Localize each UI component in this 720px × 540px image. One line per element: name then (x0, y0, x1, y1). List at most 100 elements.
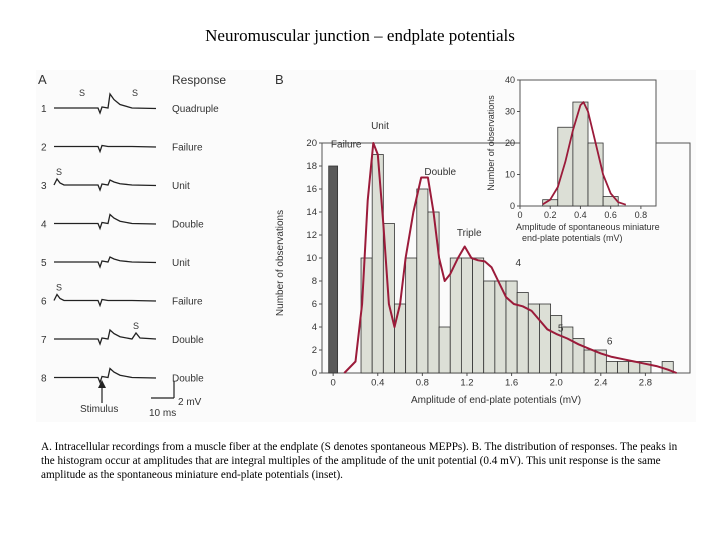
histogram-bar (572, 101, 589, 207)
stimulus-arrow-head-icon (98, 380, 106, 388)
y-tick-label: 12 (306, 230, 317, 241)
y-tick-label: 10 (505, 170, 515, 180)
trace-row: 6 Failure S (41, 283, 203, 308)
x-tick-label: 0.4 (574, 210, 587, 220)
trace-number: 5 (41, 258, 47, 269)
peak-label: Triple (457, 228, 482, 239)
trace-number: 4 (41, 220, 47, 231)
fit-curve (542, 101, 627, 206)
histogram-bar (472, 257, 485, 374)
response-header: Response (172, 73, 226, 87)
x-tick-label: 2.8 (639, 378, 652, 389)
x-tick-label: 0.8 (416, 378, 429, 389)
failure-label: Failure (331, 140, 362, 151)
stimulus-label: Stimulus (80, 404, 118, 415)
histogram-bar (460, 257, 473, 374)
trace-waveform (54, 92, 157, 115)
trace-number: 6 (41, 297, 47, 308)
histogram-bar (416, 188, 429, 374)
trace-waveform (54, 213, 157, 231)
scale-time-label: 10 ms (149, 408, 176, 419)
y-tick-label: 30 (505, 107, 515, 117)
trace-number: 1 (41, 104, 47, 115)
slide-title: Neuromuscular junction – endplate potent… (205, 26, 515, 45)
histogram-bar (449, 257, 462, 374)
y-tick-label: 14 (306, 207, 317, 218)
peak-label: Double (424, 167, 456, 178)
histogram-bar (587, 142, 604, 207)
trace-waveform (53, 177, 157, 192)
y-tick-label: 0 (510, 201, 515, 211)
panel-a-label: A (38, 72, 47, 87)
x-tick-label: 2.4 (594, 378, 607, 389)
histogram-bar (639, 361, 652, 374)
x-tick-label: 0.6 (604, 210, 617, 220)
trace-row: 8 Double (41, 367, 204, 385)
histogram-bar (438, 326, 451, 374)
peak-label: 4 (515, 258, 521, 269)
histogram-bar (483, 280, 496, 374)
y-tick-label: 4 (312, 322, 317, 333)
spontaneous-marker: S (56, 167, 62, 177)
x-tick-label: 1.2 (460, 378, 473, 389)
histogram-bar (605, 361, 618, 374)
histogram-bar (405, 257, 418, 374)
trace-waveform (54, 144, 157, 154)
x-tick-label: 0.4 (371, 378, 384, 389)
y-tick-label: 6 (312, 299, 317, 310)
inset-histogram: 0 10 20 30 40 0 0.2 0.4 0.6 0.8 Number of observat… (486, 75, 660, 243)
main-histogram: 0 2 4 6 8 10 12 14 16 18 20 0 0.4 0.8 1.2 1.6 2.0 2.4 2.8 A… (275, 121, 691, 406)
y-tick-label: 18 (306, 161, 317, 172)
x-tick-label: 0 (517, 210, 522, 220)
panel-b-label: B (275, 72, 284, 87)
histogram-bar (602, 196, 619, 207)
x-tick-label: 1.6 (505, 378, 518, 389)
panel-a: A Response 1 Quadruple S S 2 Failure 3 Unit S 4 Do… (38, 72, 226, 419)
spontaneous-marker: S (79, 88, 85, 98)
histogram-bar (371, 154, 384, 374)
trace-row: 1 Quadruple S S (41, 88, 219, 115)
spontaneous-marker: S (56, 283, 62, 293)
trace-response-label: Failure (172, 297, 203, 308)
trace-response-label: Failure (172, 143, 203, 154)
trace-response-label: Double (172, 374, 204, 385)
trace-row: 2 Failure (41, 143, 203, 154)
trace-number: 3 (41, 181, 47, 192)
trace-response-label: Unit (172, 181, 190, 192)
y-tick-label: 10 (306, 253, 317, 264)
peak-label: Unit (371, 121, 389, 132)
y-tick-label: 2 (312, 345, 317, 356)
x-tick-label: 0 (331, 378, 336, 389)
x-tick-label: 0.8 (635, 210, 648, 220)
trace-response-label: Unit (172, 258, 190, 269)
trace-rows: 1 Quadruple S S 2 Failure 3 Unit S 4 Double 5 Unit 6 F… (41, 88, 219, 385)
histogram-bar (583, 349, 596, 374)
trace-number: 2 (41, 143, 47, 154)
trace-row: 7 Double S (41, 321, 204, 346)
spontaneous-marker: S (132, 88, 138, 98)
stimulus-marker: Stimulus (80, 380, 118, 415)
figure-caption: A. Intracellular recordings from a muscl… (41, 441, 678, 482)
y-tick-label: 20 (306, 138, 317, 149)
fit-curve (343, 142, 677, 374)
histogram-bar (617, 361, 630, 374)
trace-waveform (54, 256, 157, 269)
trace-waveform (53, 293, 157, 308)
y-tick-label: 8 (312, 276, 317, 287)
failure-bar (328, 165, 339, 374)
spontaneous-marker: S (133, 321, 139, 331)
trace-response-label: Quadruple (172, 104, 219, 115)
scale-bar: 2 mV 10 ms (149, 381, 202, 419)
inset-x-axis-title: Amplitude of spontaneous miniature end-pl… (516, 222, 660, 243)
trace-number: 7 (41, 335, 47, 346)
y-tick-label: 16 (306, 184, 317, 195)
x-tick-label: 0.2 (544, 210, 557, 220)
figure: A Response 1 Quadruple S S 2 Failure 3 Unit S 4 Do… (36, 70, 696, 422)
peak-label: 5 (558, 324, 564, 335)
trace-row: 4 Double (41, 213, 204, 231)
panel-b: B 0 2 4 6 8 10 12 14 16 18 20 0 0.4 0.8 1.2 1.6 2.0 2.4 2.… (275, 72, 691, 406)
trace-number: 8 (41, 374, 47, 385)
y-tick-label: 0 (312, 368, 317, 379)
peak-label: 6 (607, 336, 613, 347)
trace-response-label: Double (172, 335, 204, 346)
